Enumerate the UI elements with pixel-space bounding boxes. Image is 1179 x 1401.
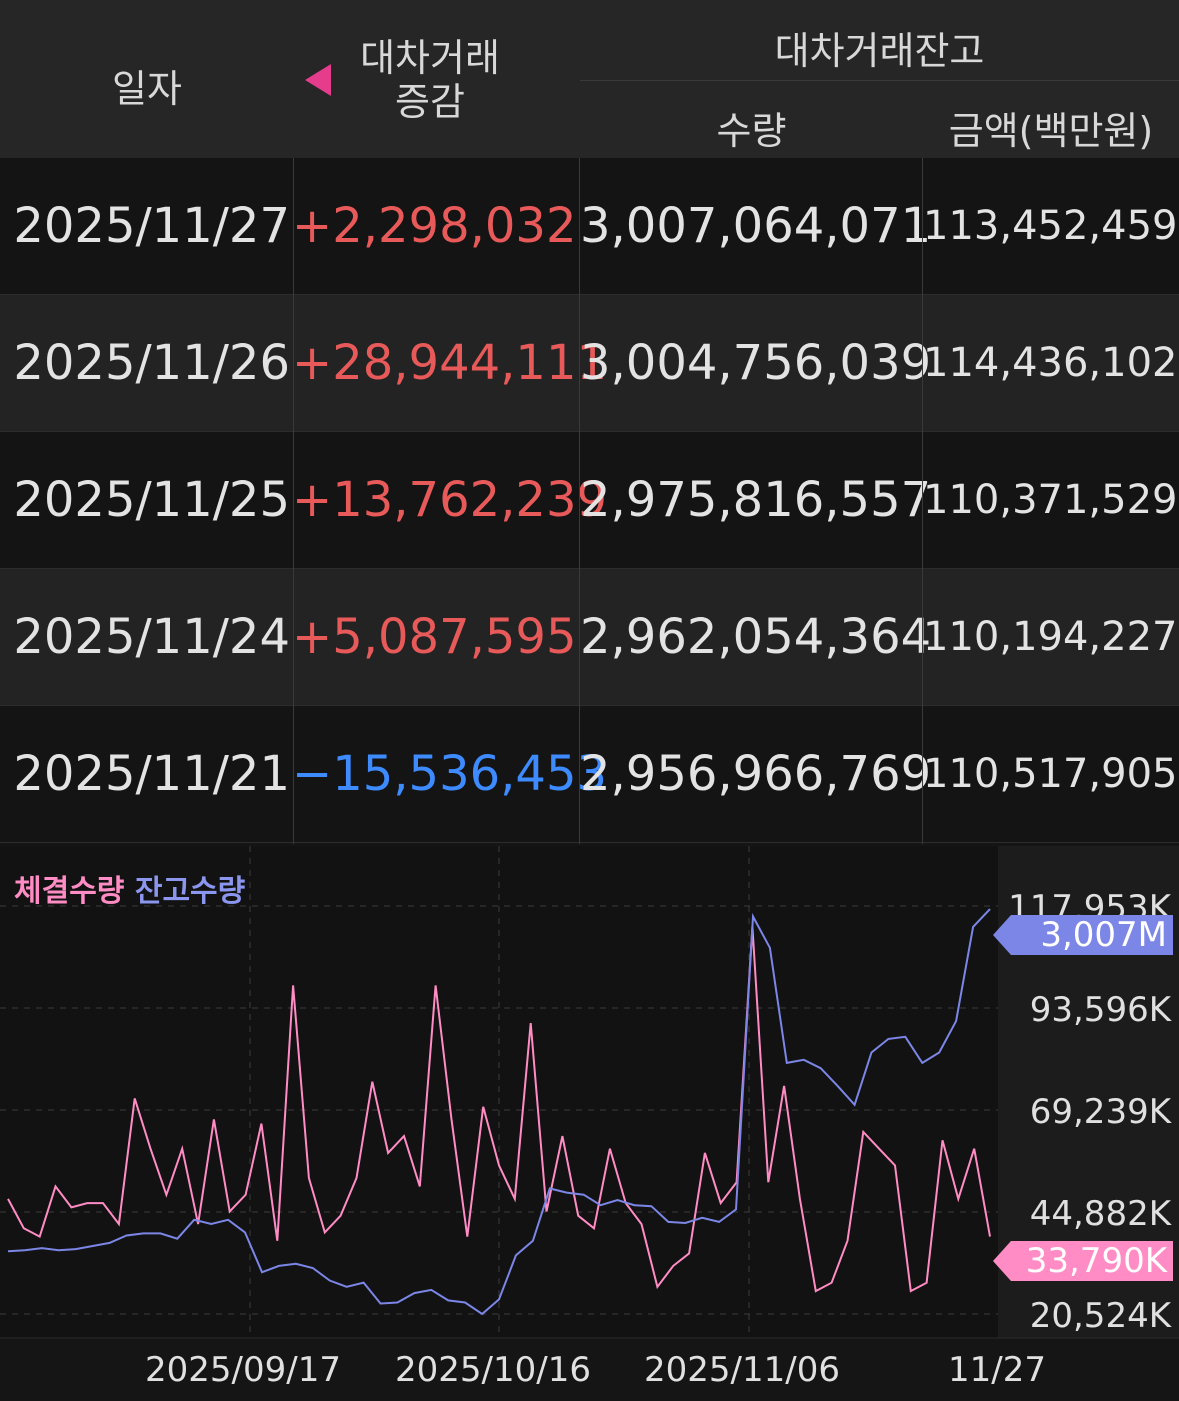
- table-row[interactable]: 2025/11/25 +13,762,239 2,975,816,557 110,37…: [0, 432, 1179, 569]
- table-row[interactable]: 2025/11/26 +28,944,111 3,004,756,039 114,43…: [0, 295, 1179, 432]
- legend-exec: 체결수량: [14, 874, 125, 909]
- current-balance-tag: 3,007M: [993, 915, 1173, 955]
- row-amount: 110,194,227: [923, 614, 1178, 660]
- y-tick-label: 69,239K: [1029, 1092, 1171, 1132]
- row-change: +13,762,239: [292, 472, 608, 528]
- row-quantity: 3,004,756,039: [580, 335, 932, 391]
- table-row[interactable]: 2025/11/27 +2,298,032 3,007,064,071 113,452…: [0, 158, 1179, 295]
- series-line-balance: [7, 908, 991, 1316]
- x-tick-label: 2025/10/16: [395, 1350, 591, 1390]
- row-date: 2025/11/25: [13, 472, 290, 528]
- header-balance: 대차거래잔고: [774, 29, 985, 73]
- header-divider: [580, 80, 1179, 81]
- y-tick-label: 20,524K: [1029, 1296, 1171, 1336]
- x-tick-label: 11/27: [948, 1350, 1046, 1390]
- row-amount: 114,436,102: [923, 340, 1178, 386]
- x-tick-label: 2025/09/17: [145, 1350, 341, 1390]
- row-quantity: 3,007,064,071: [580, 198, 932, 254]
- header-change-line2: 증감: [395, 80, 465, 124]
- column-divider: [293, 158, 294, 844]
- header-change[interactable]: 대차거래 증감: [355, 36, 505, 124]
- chart-legend: 체결수량 잔고수량: [14, 866, 245, 910]
- line-chart[interactable]: 체결수량 잔고수량 117,953K 93,596K 69,239K 44,88…: [0, 846, 1179, 1401]
- chart-canvas[interactable]: [0, 846, 1179, 1401]
- row-date: 2025/11/24: [13, 609, 290, 665]
- sort-arrow-icon[interactable]: [305, 64, 331, 96]
- y-tick-label: 44,882K: [1029, 1194, 1171, 1234]
- row-change: +5,087,595: [292, 609, 577, 665]
- row-quantity: 2,975,816,557: [580, 472, 932, 528]
- table-row[interactable]: 2025/11/24 +5,087,595 2,962,054,364 110,194…: [0, 569, 1179, 706]
- header-amount[interactable]: 금액(백만원): [948, 109, 1154, 153]
- header-change-line1: 대차거래: [360, 36, 500, 80]
- header-date[interactable]: 일자: [112, 67, 182, 111]
- column-divider: [922, 158, 923, 844]
- row-date: 2025/11/26: [13, 335, 290, 391]
- row-change: +2,298,032: [292, 198, 577, 254]
- row-quantity: 2,962,054,364: [580, 609, 932, 665]
- row-amount: 110,517,905: [923, 751, 1178, 797]
- legend-balance: 잔고수량: [134, 874, 246, 909]
- row-date: 2025/11/27: [13, 198, 290, 254]
- row-change: −15,536,453: [292, 746, 608, 802]
- current-exec-tag: 33,790K: [993, 1241, 1173, 1281]
- series-line-exec: [7, 926, 991, 1293]
- column-divider: [579, 158, 580, 844]
- table-header: 일자 대차거래 증감 대차거래잔고 수량 금액(백만원): [0, 0, 1179, 159]
- header-quantity[interactable]: 수량: [716, 109, 787, 153]
- row-quantity: 2,956,966,769: [580, 746, 932, 802]
- row-amount: 113,452,459: [923, 203, 1178, 249]
- row-date: 2025/11/21: [13, 746, 290, 802]
- table-row[interactable]: 2025/11/21 −15,536,453 2,956,966,769 110,51…: [0, 706, 1179, 843]
- row-amount: 110,371,529: [923, 477, 1178, 523]
- x-tick-label: 2025/11/06: [644, 1350, 840, 1390]
- row-change: +28,944,111: [292, 335, 608, 391]
- y-tick-label: 93,596K: [1029, 990, 1171, 1030]
